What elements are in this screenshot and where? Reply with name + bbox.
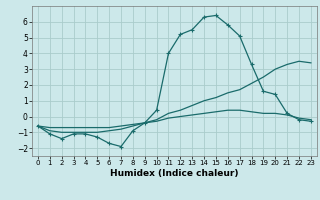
X-axis label: Humidex (Indice chaleur): Humidex (Indice chaleur) (110, 169, 239, 178)
